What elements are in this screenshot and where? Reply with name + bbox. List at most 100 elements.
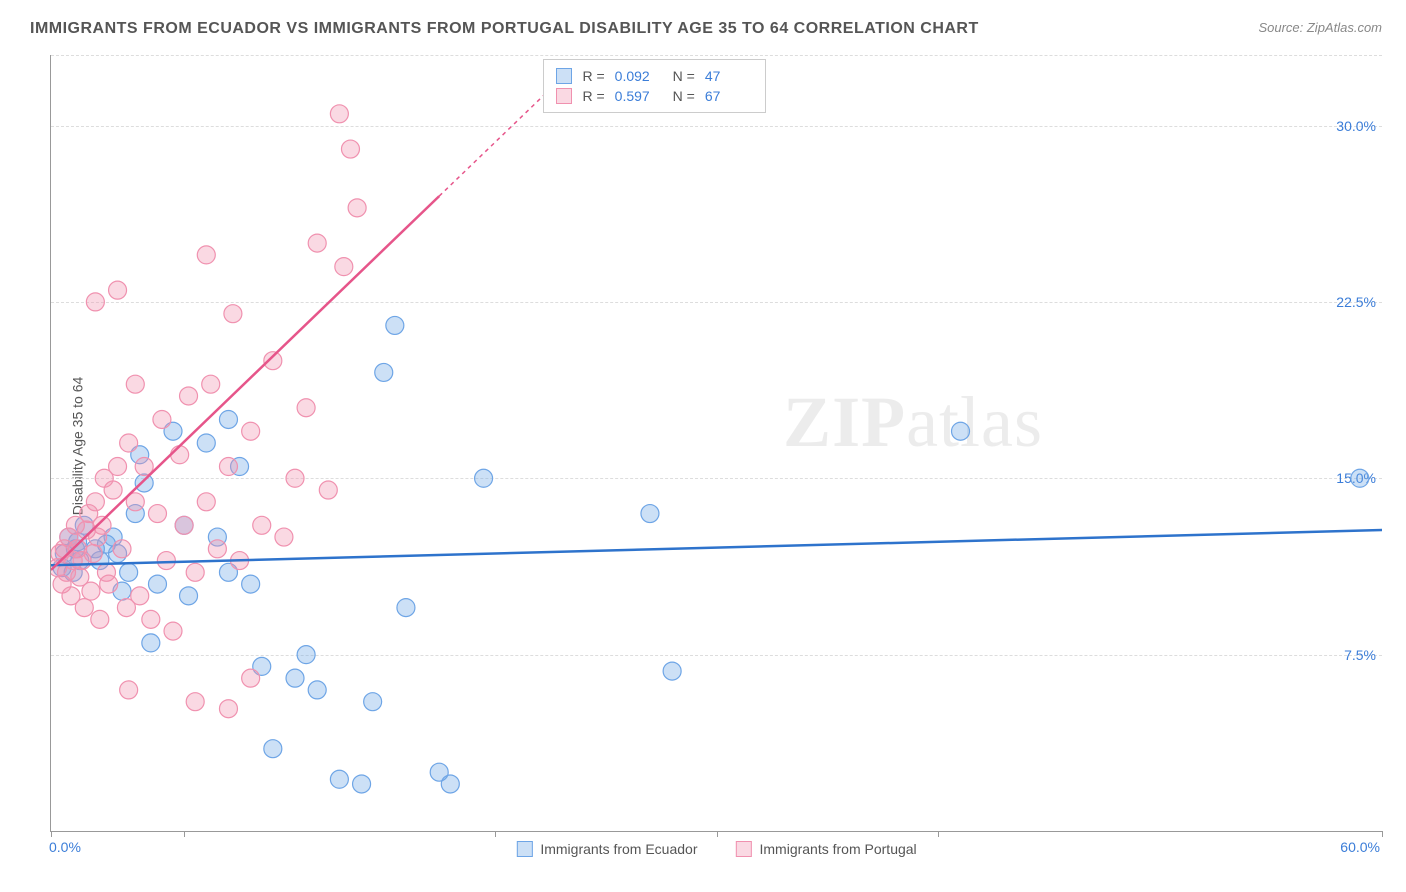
stats-n-value: 47 bbox=[705, 68, 753, 84]
legend-swatch bbox=[516, 841, 532, 857]
scatter-point bbox=[86, 293, 104, 311]
stats-r-label: R = bbox=[582, 68, 604, 84]
scatter-point bbox=[364, 693, 382, 711]
scatter-point bbox=[224, 305, 242, 323]
stats-row: R = 0.092 N = 47 bbox=[556, 66, 752, 86]
scatter-point bbox=[142, 634, 160, 652]
scatter-point bbox=[330, 770, 348, 788]
scatter-point bbox=[82, 582, 100, 600]
scatter-point bbox=[120, 563, 138, 581]
scatter-point bbox=[175, 516, 193, 534]
source-attribution: Source: ZipAtlas.com bbox=[1258, 20, 1382, 35]
chart-title: IMMIGRANTS FROM ECUADOR VS IMMIGRANTS FR… bbox=[30, 20, 979, 38]
stats-r-label: R = bbox=[582, 88, 604, 104]
chart-plot-area: ZIPatlas R = 0.092 N = 47 R = 0.597 N = … bbox=[50, 55, 1382, 832]
scatter-point bbox=[386, 316, 404, 334]
scatter-point bbox=[113, 540, 131, 558]
scatter-point bbox=[91, 610, 109, 628]
scatter-point bbox=[120, 681, 138, 699]
legend-item: Immigrants from Portugal bbox=[736, 841, 917, 857]
stats-r-value: 0.092 bbox=[615, 68, 663, 84]
scatter-point bbox=[180, 387, 198, 405]
scatter-point bbox=[353, 775, 371, 793]
scatter-point bbox=[219, 410, 237, 428]
scatter-plot-svg bbox=[51, 55, 1382, 831]
scatter-point bbox=[208, 540, 226, 558]
x-tick-mark bbox=[717, 831, 718, 837]
scatter-point bbox=[397, 599, 415, 617]
scatter-point bbox=[186, 693, 204, 711]
scatter-point bbox=[219, 700, 237, 718]
x-tick-mark bbox=[1382, 831, 1383, 837]
bottom-legend: Immigrants from Ecuador Immigrants from P… bbox=[516, 841, 916, 857]
scatter-point bbox=[109, 458, 127, 476]
x-tick-mark bbox=[184, 831, 185, 837]
scatter-point bbox=[242, 575, 260, 593]
stats-swatch bbox=[556, 88, 572, 104]
scatter-point bbox=[135, 474, 153, 492]
scatter-point bbox=[308, 234, 326, 252]
scatter-point bbox=[186, 563, 204, 581]
x-axis-min-label: 0.0% bbox=[49, 839, 81, 855]
scatter-point bbox=[157, 552, 175, 570]
scatter-point bbox=[100, 575, 118, 593]
scatter-point bbox=[264, 740, 282, 758]
scatter-point bbox=[109, 281, 127, 299]
trend-line bbox=[51, 196, 439, 570]
legend-item: Immigrants from Ecuador bbox=[516, 841, 697, 857]
x-tick-mark bbox=[51, 831, 52, 837]
scatter-point bbox=[242, 669, 260, 687]
scatter-point bbox=[297, 399, 315, 417]
scatter-point bbox=[197, 246, 215, 264]
scatter-point bbox=[126, 375, 144, 393]
scatter-point bbox=[86, 493, 104, 511]
scatter-point bbox=[952, 422, 970, 440]
stats-r-value: 0.597 bbox=[615, 88, 663, 104]
legend-swatch bbox=[736, 841, 752, 857]
scatter-point bbox=[297, 646, 315, 664]
correlation-stats-box: R = 0.092 N = 47 R = 0.597 N = 67 bbox=[543, 59, 765, 113]
scatter-point bbox=[153, 410, 171, 428]
scatter-point bbox=[197, 493, 215, 511]
scatter-point bbox=[286, 669, 304, 687]
scatter-point bbox=[242, 422, 260, 440]
scatter-point bbox=[641, 505, 659, 523]
scatter-point bbox=[148, 505, 166, 523]
scatter-point bbox=[148, 575, 166, 593]
scatter-point bbox=[441, 775, 459, 793]
x-tick-mark bbox=[938, 831, 939, 837]
scatter-point bbox=[104, 481, 122, 499]
scatter-point bbox=[142, 610, 160, 628]
scatter-point bbox=[375, 363, 393, 381]
scatter-point bbox=[131, 587, 149, 605]
x-axis-max-label: 60.0% bbox=[1340, 839, 1380, 855]
legend-label: Immigrants from Ecuador bbox=[540, 841, 697, 857]
scatter-point bbox=[308, 681, 326, 699]
scatter-point bbox=[75, 599, 93, 617]
scatter-point bbox=[197, 434, 215, 452]
scatter-point bbox=[253, 516, 271, 534]
legend-label: Immigrants from Portugal bbox=[760, 841, 917, 857]
scatter-point bbox=[348, 199, 366, 217]
scatter-point bbox=[335, 258, 353, 276]
stats-swatch bbox=[556, 68, 572, 84]
scatter-point bbox=[180, 587, 198, 605]
scatter-point bbox=[120, 434, 138, 452]
scatter-point bbox=[202, 375, 220, 393]
scatter-point bbox=[330, 105, 348, 123]
scatter-point bbox=[663, 662, 681, 680]
stats-n-label: N = bbox=[673, 88, 695, 104]
stats-n-value: 67 bbox=[705, 88, 753, 104]
scatter-point bbox=[286, 469, 304, 487]
scatter-point bbox=[275, 528, 293, 546]
scatter-point bbox=[1351, 469, 1369, 487]
scatter-point bbox=[341, 140, 359, 158]
scatter-point bbox=[319, 481, 337, 499]
stats-row: R = 0.597 N = 67 bbox=[556, 86, 752, 106]
trend-line bbox=[51, 530, 1382, 565]
stats-n-label: N = bbox=[673, 68, 695, 84]
scatter-point bbox=[164, 622, 182, 640]
scatter-point bbox=[475, 469, 493, 487]
scatter-point bbox=[84, 545, 102, 563]
scatter-point bbox=[219, 458, 237, 476]
